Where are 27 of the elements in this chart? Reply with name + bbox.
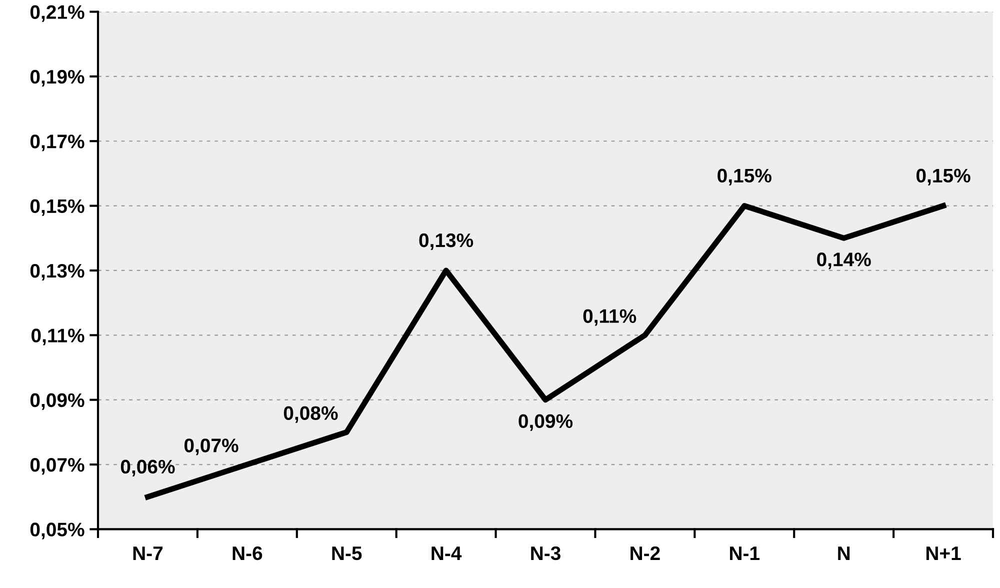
y-tick-label: 0,21% — [30, 5, 84, 22]
y-tick-label: 0,07% — [30, 458, 84, 475]
y-tick-label: 0,05% — [30, 522, 84, 540]
x-tick-label: N-5 — [332, 546, 362, 560]
x-tick-label: N-4 — [432, 546, 462, 560]
y-tick-label: 0,11% — [32, 328, 84, 346]
data-label: 0,06% — [120, 460, 175, 476]
x-tick-label: N-1 — [730, 546, 760, 560]
x-tick-label: N-3 — [531, 546, 560, 560]
data-label: 0,11% — [583, 309, 636, 326]
data-label: 0,07% — [184, 438, 238, 456]
x-tick-label: N+1 — [926, 546, 961, 560]
x-tick-label: N-6 — [232, 546, 262, 560]
y-tick-label: 0,13% — [30, 264, 84, 281]
y-tick-label: 0,15% — [30, 199, 84, 216]
data-label: 0,14% — [817, 252, 871, 270]
y-tick-label: 0,09% — [30, 393, 84, 410]
data-label: 0,13% — [419, 233, 474, 250]
data-label: 0,15% — [916, 168, 970, 186]
x-tick-label: N — [838, 546, 850, 560]
data-label: 0,15% — [718, 168, 772, 186]
x-tick-label: N-7 — [133, 546, 163, 560]
x-tick-label: N-2 — [630, 546, 660, 560]
data-label: 0,09% — [518, 414, 573, 431]
data-label: 0,08% — [284, 406, 338, 423]
y-tick-label: 0,19% — [30, 70, 84, 86]
y-tick-label: 0,17% — [30, 134, 84, 152]
